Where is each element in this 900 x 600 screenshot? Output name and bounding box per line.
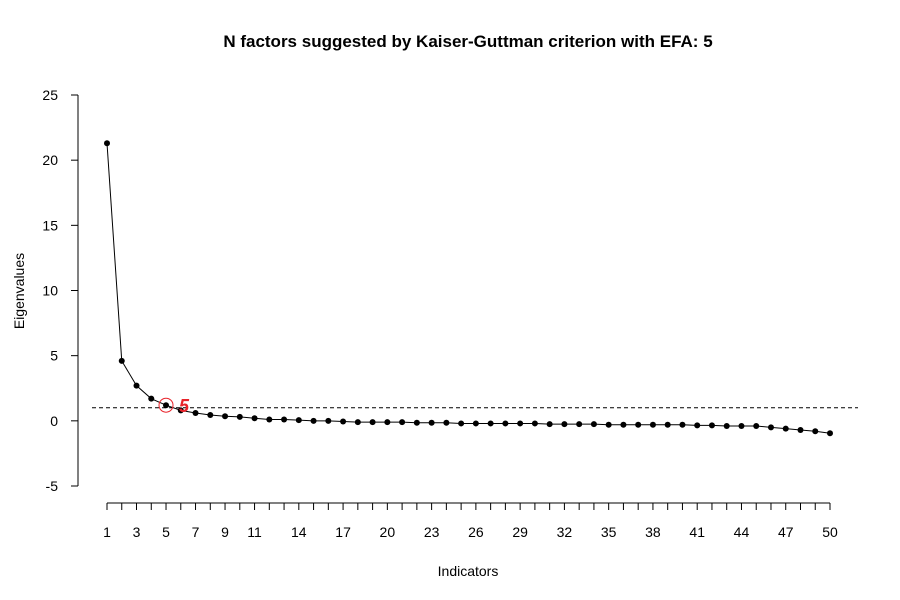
data-point <box>546 421 553 428</box>
data-point <box>236 413 243 420</box>
data-point <box>163 402 170 409</box>
y-axis: -5 0 5 10 15 20 25 <box>42 87 79 494</box>
data-point <box>679 421 686 428</box>
data-point <box>266 416 273 423</box>
data-point <box>782 425 789 432</box>
x-tick-label: 9 <box>221 524 229 540</box>
y-tick-label: 0 <box>50 413 58 429</box>
data-point <box>251 415 258 422</box>
data-point <box>104 140 110 147</box>
y-tick-label: 5 <box>50 348 58 364</box>
data-point <box>118 357 125 364</box>
x-axis: 1 3 5 7 9 11 14 17 20 23 26 29 32 35 38 41 44 47 50 <box>103 502 838 540</box>
x-tick-label: 44 <box>734 524 750 540</box>
data-point <box>605 421 612 428</box>
data-point <box>325 417 332 424</box>
data-point <box>664 421 671 428</box>
y-tick-label: 25 <box>42 87 58 103</box>
x-tick-label: 26 <box>468 524 484 540</box>
x-tick-label: 3 <box>133 524 141 540</box>
chart-title: N factors suggested by Kaiser-Guttman cr… <box>223 32 712 51</box>
x-tick-label: 29 <box>512 524 528 540</box>
data-point <box>517 420 524 427</box>
data-point <box>576 421 583 428</box>
x-tick-label: 35 <box>601 524 617 540</box>
data-point <box>694 422 701 429</box>
y-tick-label: -5 <box>46 478 59 494</box>
data-point <box>458 420 465 427</box>
data-point <box>797 426 804 433</box>
x-tick-label: 17 <box>335 524 351 540</box>
data-point <box>708 422 715 429</box>
data-point <box>531 420 538 427</box>
y-tick-label: 20 <box>42 152 58 168</box>
data-point <box>812 428 819 435</box>
suggested-factor-label: 5 <box>179 396 190 416</box>
data-point <box>753 423 760 430</box>
data-point <box>723 423 730 430</box>
x-tick-label: 11 <box>247 524 262 540</box>
data-point <box>133 382 140 389</box>
data-point <box>148 395 155 402</box>
data-point <box>635 421 642 428</box>
data-point <box>384 419 391 426</box>
data-point <box>767 424 774 431</box>
data-point <box>192 410 199 417</box>
x-tick-label: 14 <box>291 524 307 540</box>
eigenvalue-series-line <box>106 143 831 434</box>
data-point <box>487 420 494 427</box>
data-point <box>413 419 420 426</box>
x-tick-label: 41 <box>689 524 705 540</box>
y-axis-title: Eigenvalues <box>11 253 27 329</box>
data-point <box>472 420 479 427</box>
suggested-factor-marker <box>158 397 174 413</box>
data-point <box>443 419 450 426</box>
x-tick-label: 23 <box>424 524 440 540</box>
data-point <box>738 423 745 430</box>
data-point <box>561 421 568 428</box>
data-point <box>340 418 347 425</box>
data-point <box>369 419 376 426</box>
data-point <box>177 407 184 414</box>
data-point <box>590 421 597 428</box>
data-point <box>620 421 627 428</box>
y-tick-label: 15 <box>42 217 58 233</box>
x-tick-label: 32 <box>557 524 573 540</box>
x-tick-label: 7 <box>192 524 200 540</box>
y-tick-label: 10 <box>42 283 58 299</box>
data-point <box>310 417 317 424</box>
data-point <box>399 419 406 426</box>
data-point <box>428 419 435 426</box>
data-point <box>222 413 229 420</box>
data-point <box>207 411 214 418</box>
x-tick-label: 20 <box>380 524 396 540</box>
x-tick-label: 5 <box>162 524 170 540</box>
data-point <box>502 420 509 427</box>
data-point <box>354 419 361 426</box>
x-tick-label: 47 <box>778 524 794 540</box>
x-tick-label: 38 <box>645 524 661 540</box>
data-point <box>827 430 833 437</box>
x-tick-label: 1 <box>103 524 111 540</box>
data-point <box>649 421 656 428</box>
x-tick-label: 50 <box>822 524 838 540</box>
data-point <box>295 417 302 424</box>
eigenvalue-points <box>104 140 833 437</box>
x-axis-title: Indicators <box>438 563 499 579</box>
data-point <box>281 416 288 423</box>
